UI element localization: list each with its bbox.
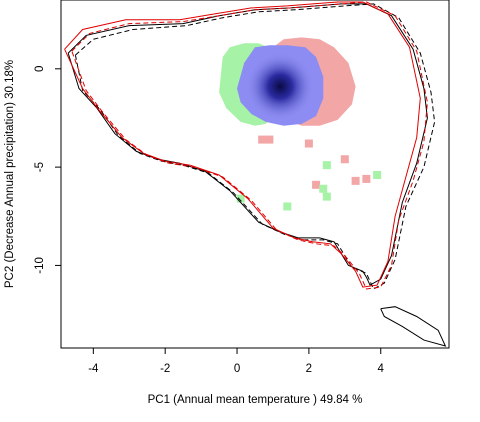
niche-patch [236,194,245,203]
x-axis-title: PC1 (Annual mean temperature ) 49.84 % [148,394,363,406]
niche-patch [340,155,349,164]
envelope-solid-line [64,1,421,288]
y-axis-title: PC2 (Decrease Annual precipitation) 30.1… [4,60,16,288]
niche-patch [351,176,360,185]
x-tick-label: 4 [378,363,385,375]
niche-patch [362,174,371,183]
niche-patch [258,135,267,144]
x-tick-label: -2 [160,363,170,375]
niche-patch [265,135,274,144]
x-tick-label: 2 [306,363,312,375]
niche-patch [312,180,321,189]
y-tick-label: -5 [34,162,46,172]
y-tick-label: -10 [34,257,46,274]
niche-patch [319,184,328,193]
y-axis: 0 -5 -10 [34,66,61,274]
plot-area [64,1,447,347]
y-tick-label: 0 [34,66,46,72]
niche-patch [283,202,292,211]
niche-patch [304,139,313,148]
niche-patch [373,170,382,179]
niche-patch [322,192,331,201]
density-core [246,52,315,121]
envelope-island-line [380,306,447,347]
plot-frame [60,0,450,349]
x-axis: -4 -2 0 2 4 [88,348,385,375]
envelope-dashed-line [71,1,428,290]
x-tick-label: 0 [234,363,240,375]
niche-patch [322,161,331,170]
x-tick-label: -4 [88,363,99,375]
